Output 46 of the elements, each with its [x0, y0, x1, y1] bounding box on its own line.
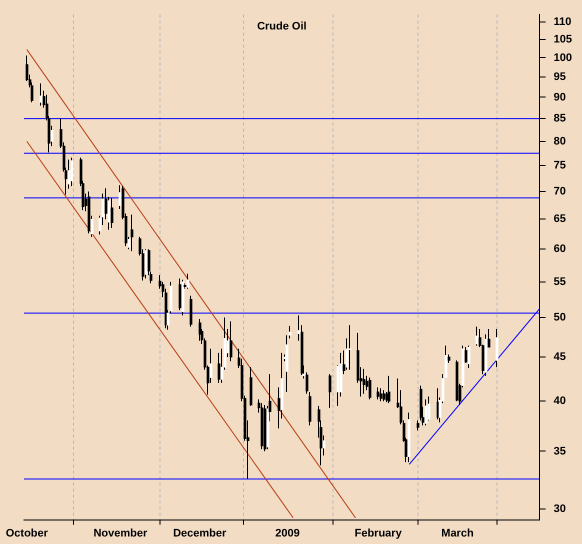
- candlestick: [110, 197, 114, 228]
- y-tick-label: 50: [554, 312, 566, 324]
- y-tick-label: 105: [554, 33, 572, 46]
- x-tick-label: March: [441, 527, 474, 540]
- candlestick: [362, 368, 366, 394]
- candlestick: [380, 388, 382, 402]
- candlestick: [70, 157, 74, 187]
- candlestick: [382, 390, 386, 402]
- y-tick-label: 110: [554, 16, 572, 28]
- candlestick: [416, 420, 420, 431]
- candlestick: [328, 374, 332, 408]
- y-tick-label: 60: [554, 243, 566, 256]
- candlestick: [496, 328, 498, 368]
- y-tick-label: 65: [554, 213, 566, 226]
- x-tick-label: December: [173, 527, 227, 540]
- candlestick: [368, 377, 372, 400]
- x-tick-label: November: [93, 527, 148, 540]
- candlestick: [376, 386, 380, 400]
- y-tick-label: 80: [554, 135, 566, 148]
- x-tick-label: 2009: [275, 527, 300, 540]
- candlestick: [476, 326, 478, 346]
- y-tick-label: 95: [554, 71, 566, 84]
- y-tick-label: 85: [554, 112, 566, 125]
- candlestick: [130, 214, 134, 252]
- candlestick: [218, 352, 220, 384]
- x-tick-label: February: [354, 527, 403, 540]
- y-tick-label: 75: [554, 160, 566, 172]
- candlestick: [186, 273, 190, 290]
- y-tick-label: 90: [554, 91, 566, 104]
- y-tick-label: 70: [554, 185, 566, 198]
- y-tick-label: 55: [554, 276, 566, 288]
- y-tick-label: 45: [554, 351, 566, 364]
- y-tick-label: 100: [554, 52, 572, 64]
- candlestick: [40, 82, 42, 106]
- x-tick-label: October: [6, 527, 49, 540]
- candlestick: [230, 320, 232, 362]
- y-tick-label: 30: [554, 503, 566, 516]
- text: Crude Oil: [257, 20, 307, 33]
- candlestick: [424, 398, 428, 426]
- y-tick-label: 35: [554, 445, 566, 458]
- y-tick-label: 40: [554, 395, 566, 408]
- candlestick: [388, 375, 390, 404]
- candlestick: [464, 346, 468, 364]
- candlestick: [488, 328, 490, 348]
- candlestick: [468, 345, 470, 369]
- candlestick: [348, 324, 352, 370]
